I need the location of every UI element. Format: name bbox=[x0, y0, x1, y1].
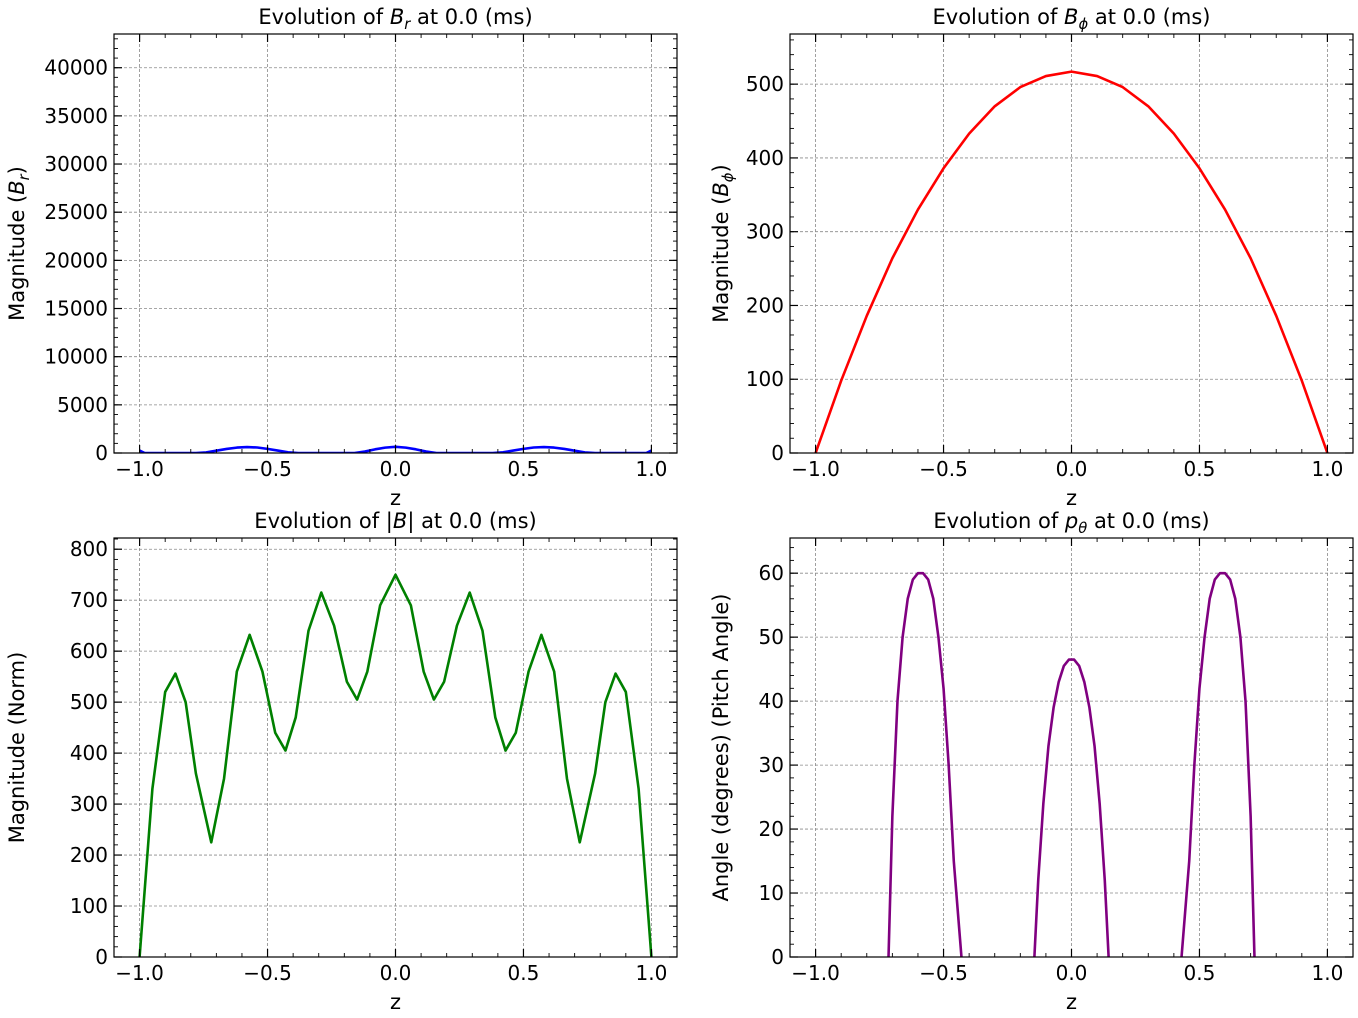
y-tick-label: 0 bbox=[771, 441, 784, 465]
y-tick-label: 800 bbox=[70, 537, 108, 561]
series-line-ptheta-0 bbox=[887, 571, 963, 957]
y-tick-label: 5000 bbox=[57, 393, 108, 417]
subplot-ptheta: −1.0 −0.5 0.0 0.5 1.0 0 10 20 30 40 50 60 Evolution … bbox=[709, 509, 1354, 1014]
y-tick-label: 15000 bbox=[44, 297, 108, 321]
y-axis-label: Angle (degrees) (Pitch Angle) bbox=[709, 594, 733, 902]
x-tick-label: 1.0 bbox=[636, 457, 668, 481]
series-line-bnorm-0 bbox=[138, 573, 653, 957]
x-tick-label: 1.0 bbox=[636, 961, 668, 985]
y-tick-label: 200 bbox=[70, 843, 108, 867]
x-tick-label: −1.0 bbox=[115, 457, 164, 481]
y-tick-label: 10 bbox=[759, 881, 784, 905]
y-tick-label: 10000 bbox=[44, 345, 108, 369]
y-axis-label: Magnitude (Bϕ) bbox=[709, 164, 737, 322]
x-tick-label: 0.0 bbox=[1056, 457, 1088, 481]
y-tick-label: 300 bbox=[746, 220, 784, 244]
x-tick-label: 0.5 bbox=[1184, 961, 1216, 985]
y-tick-label: 100 bbox=[746, 367, 784, 391]
x-tick-label: −0.5 bbox=[919, 961, 968, 985]
x-tick-label: 0.0 bbox=[1056, 961, 1088, 985]
subplot-bphi: −1.0 −0.5 0.0 0.5 1.0 0 100 200 300 400 500 Evoluti… bbox=[709, 5, 1354, 510]
x-tick-label: 0.0 bbox=[380, 457, 412, 481]
y-tick-label: 0 bbox=[771, 945, 784, 969]
series-line-bphi-0 bbox=[814, 70, 1329, 453]
y-tick-label: 35000 bbox=[44, 104, 108, 128]
chart-title: Evolution of |B| at 0.0 (ms) bbox=[254, 509, 536, 534]
y-tick-label: 40000 bbox=[44, 56, 108, 80]
series-line-ptheta-1 bbox=[1033, 658, 1110, 957]
chart-title: Evolution of Bϕ at 0.0 (ms) bbox=[933, 5, 1211, 33]
y-tick-label: 700 bbox=[70, 588, 108, 612]
x-tick-label: −1.0 bbox=[791, 457, 840, 481]
x-axis-label: z bbox=[1066, 990, 1077, 1014]
x-tick-label: −1.0 bbox=[791, 961, 840, 985]
x-tick-label: 0.5 bbox=[1184, 457, 1216, 481]
x-axis-label: z bbox=[1066, 486, 1077, 510]
y-axis-label: Magnitude (Br) bbox=[5, 166, 33, 321]
y-tick-label: 20 bbox=[759, 817, 784, 841]
y-tick-label: 500 bbox=[746, 72, 784, 96]
x-tick-label: −0.5 bbox=[919, 457, 968, 481]
y-tick-label: 25000 bbox=[44, 200, 108, 224]
x-tick-label: 0.0 bbox=[380, 961, 412, 985]
x-tick-label: −1.0 bbox=[115, 961, 164, 985]
y-tick-label: 400 bbox=[746, 146, 784, 170]
x-tick-label: 1.0 bbox=[1312, 457, 1344, 481]
chart-title: Evolution of pθ at 0.0 (ms) bbox=[933, 509, 1209, 537]
series-line-ptheta-2 bbox=[1180, 571, 1256, 957]
y-tick-label: 30000 bbox=[44, 152, 108, 176]
chart-title: Evolution of Br at 0.0 (ms) bbox=[258, 5, 532, 33]
x-tick-label: 0.5 bbox=[508, 961, 540, 985]
y-tick-label: 600 bbox=[70, 639, 108, 663]
y-tick-label: 500 bbox=[70, 690, 108, 714]
x-tick-label: 1.0 bbox=[1312, 961, 1344, 985]
y-tick-label: 60 bbox=[759, 561, 784, 585]
y-axis-label: Magnitude (Norm) bbox=[5, 652, 29, 844]
y-tick-label: 400 bbox=[70, 741, 108, 765]
x-tick-label: −0.5 bbox=[243, 457, 292, 481]
x-axis-label: z bbox=[390, 486, 401, 510]
x-tick-label: 0.5 bbox=[508, 457, 540, 481]
y-tick-label: 0 bbox=[95, 441, 108, 465]
y-tick-label: 200 bbox=[746, 293, 784, 317]
y-tick-label: 0 bbox=[95, 945, 108, 969]
x-tick-label: −0.5 bbox=[243, 961, 292, 985]
y-tick-label: 20000 bbox=[44, 248, 108, 272]
y-tick-label: 50 bbox=[759, 625, 784, 649]
subplot-br: −1.0 −0.5 0.0 0.5 1.0 0 5000 10000 15000 20000 250… bbox=[5, 5, 678, 510]
y-tick-label: 100 bbox=[70, 894, 108, 918]
x-axis-label: z bbox=[390, 990, 401, 1014]
subplot-bnorm: −1.0 −0.5 0.0 0.5 1.0 0 100 200 300 400 500 600 700 8… bbox=[5, 509, 678, 1014]
y-tick-label: 300 bbox=[70, 792, 108, 816]
y-tick-label: 30 bbox=[759, 753, 784, 777]
y-tick-label: 40 bbox=[759, 689, 784, 713]
